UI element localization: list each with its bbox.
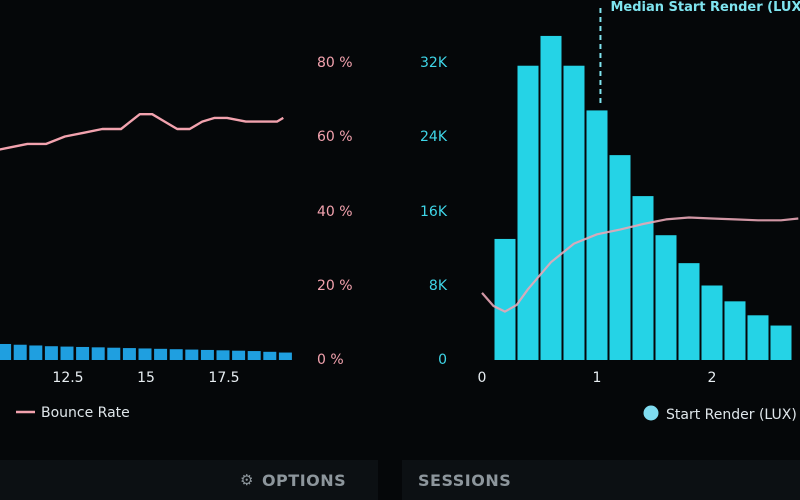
volume-bar [0,343,12,360]
median-annotation-label: Median Start Render (LUX) [610,0,800,15]
volume-bar [247,351,261,360]
volume-bar [13,344,27,360]
bounce-rate-chart: 80 % 60 % 40 % 20 % 0 % 12.5 15 17.5 Bounce Rate [0,55,353,421]
volume-bar [29,345,43,360]
volume-bar [60,346,74,360]
volume-bar [278,352,292,360]
y-tick-label: 24K [420,129,448,145]
volume-bar [263,351,277,360]
y-tick-label: 20 % [317,278,353,294]
x-tick-label: 15 [137,370,155,386]
y-tick-label: 32K [420,55,448,71]
volume-bar [216,350,230,360]
x-tick-label: 1 [593,370,602,386]
histogram-bar [678,263,700,360]
x-tick-label: 0 [478,370,487,386]
volume-bar [76,346,90,360]
tab-options-label: OPTIONS [261,470,347,490]
tab-divider [0,458,800,460]
histogram-bar [517,65,539,360]
histogram-bar [655,235,677,360]
volume-bar [44,346,58,360]
y-tick-label: 0 % [317,352,344,368]
histogram-bar [701,285,723,360]
histogram-bar [747,315,769,360]
volume-bar [169,349,183,360]
histogram-bar [563,65,585,360]
overlay-trend-line [481,216,799,313]
histogram-bar [632,196,654,360]
histogram-bar [494,238,516,360]
x-tick-label: 2 [708,370,717,386]
x-tick-label: 17.5 [208,370,239,386]
gear-icon: ⚙ [240,471,254,489]
volume-bar [154,348,168,360]
legend-label-start-render: Start Render (LUX) [666,407,797,423]
volume-bar [185,349,199,360]
histogram-bar [724,301,746,360]
bounce-rate-line [0,112,284,151]
tab-options[interactable]: ⚙ OPTIONS [0,460,378,500]
legend-swatch-start-render [643,405,659,421]
tab-sessions-label: SESSIONS [418,470,512,490]
y-tick-label: 16K [420,204,448,220]
start-render-chart: Median Start Render (LUX) 32K 24K 16K 8K 0 0 1 2… [420,0,800,423]
y-tick-label: 8K [429,278,448,294]
volume-bar [91,347,105,360]
histogram-bar [609,155,631,360]
histogram-bar [540,35,562,361]
y-tick-label: 40 % [317,204,353,220]
tab-sessions[interactable]: SESSIONS [402,460,800,500]
volume-bar [122,348,136,360]
volume-bar [200,349,214,360]
volume-bar [107,347,121,360]
volume-bar [138,348,152,360]
y-tick-label: 80 % [317,55,353,71]
x-tick-label: 12.5 [52,370,83,386]
y-tick-label: 60 % [317,129,353,145]
histogram-bar [770,325,792,360]
legend-label-bounce: Bounce Rate [41,405,130,421]
y-tick-label: 0 [438,352,447,368]
volume-bar [232,350,246,360]
